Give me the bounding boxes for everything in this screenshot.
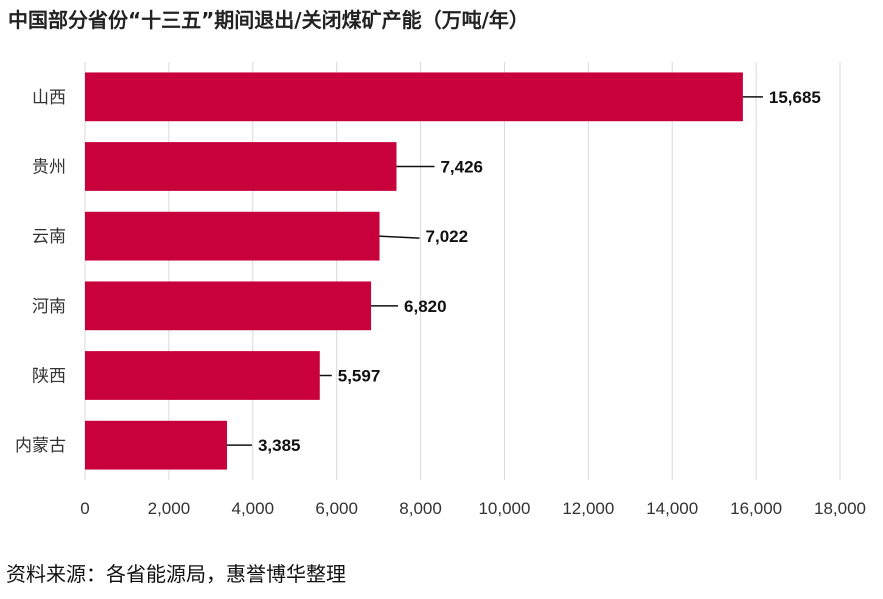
data-label: 7,022 [426, 227, 469, 246]
leader-lines [226, 96, 763, 446]
category-label: 河南 [32, 297, 66, 317]
category-label: 内蒙古 [15, 436, 66, 456]
x-tick-label: 12,000 [562, 499, 614, 518]
x-tick-label: 2,000 [148, 499, 191, 518]
chart-title: 中国部分省份“十三五”期间退出/关闭煤矿产能（万吨/年） [8, 8, 529, 32]
bar-3 [85, 281, 372, 331]
x-tick-label: 0 [80, 499, 89, 518]
data-label: 15,685 [769, 88, 821, 107]
bars [85, 72, 743, 470]
x-tick-label: 14,000 [646, 499, 698, 518]
x-tick-label: 18,000 [814, 499, 866, 518]
x-tick-label: 4,000 [232, 499, 275, 518]
source-note: 资料来源：各省能源局，惠誉博华整理 [6, 562, 346, 586]
x-tick-label: 16,000 [730, 499, 782, 518]
bar-4 [85, 351, 320, 400]
bar-1 [85, 142, 397, 191]
data-label: 5,597 [338, 367, 381, 386]
gridlines [84, 62, 841, 480]
bar-2 [85, 211, 380, 261]
x-tick-label: 6,000 [315, 499, 358, 518]
bar-0 [85, 72, 743, 122]
data-label: 7,426 [440, 158, 483, 177]
x-tick-label: 10,000 [478, 499, 530, 518]
x-axis-ticks: 0 2,000 4,000 6,000 8,000 10,000 12,000 14,000 1… [80, 499, 866, 518]
leader-line-2 [379, 235, 420, 239]
data-label: 6,820 [404, 297, 447, 316]
x-tick-label: 8,000 [399, 499, 442, 518]
category-label: 云南 [32, 227, 66, 247]
data-labels: 15,685 7,426 7,022 6,820 5,597 3,385 [258, 88, 821, 455]
category-label: 山西 [32, 88, 66, 108]
data-label: 3,385 [258, 436, 301, 455]
category-label: 贵州 [32, 158, 66, 178]
bar-5 [85, 420, 227, 470]
category-label: 陕西 [32, 367, 66, 387]
